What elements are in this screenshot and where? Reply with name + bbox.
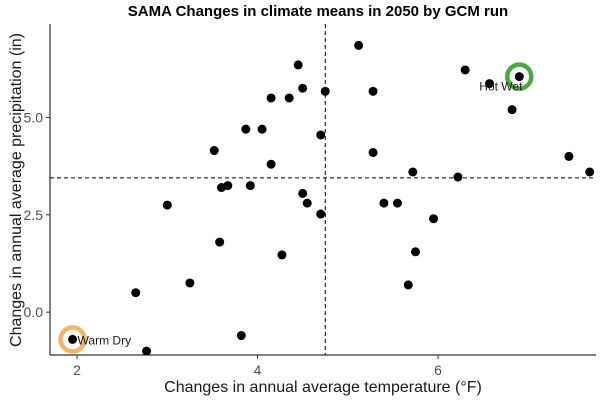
data-point bbox=[453, 172, 463, 182]
data-point bbox=[241, 124, 251, 134]
data-point bbox=[316, 130, 326, 140]
data-point bbox=[485, 79, 495, 89]
data-point bbox=[68, 334, 78, 344]
data-point bbox=[185, 278, 195, 288]
highlight-rings bbox=[58, 62, 534, 354]
data-point bbox=[257, 124, 267, 134]
data-point bbox=[354, 40, 364, 50]
data-point bbox=[392, 198, 402, 208]
data-point bbox=[236, 331, 246, 341]
x-tick-label: 6 bbox=[434, 362, 442, 378]
data-point bbox=[302, 198, 312, 208]
x-axis-ticks: 2 4 6 bbox=[73, 355, 442, 378]
data-point bbox=[507, 105, 517, 115]
data-point bbox=[368, 86, 378, 96]
data-point bbox=[131, 288, 141, 298]
data-point bbox=[266, 159, 276, 169]
highlight-label: Warm Dry bbox=[78, 333, 132, 347]
x-tick-label: 2 bbox=[73, 362, 81, 378]
y-tick-label: 5.0 bbox=[24, 109, 44, 125]
data-point bbox=[564, 151, 574, 161]
data-point bbox=[298, 188, 308, 198]
data-point bbox=[379, 198, 389, 208]
data-point bbox=[514, 72, 524, 82]
chart-title: SAMA Changes in climate means in 2050 by… bbox=[128, 3, 508, 20]
data-point bbox=[320, 86, 330, 96]
data-point bbox=[142, 346, 152, 356]
y-tick-label: 2.5 bbox=[24, 207, 44, 223]
plot-area: 2 4 6 0.0 2.5 5.0 Warm Dry Hot Wet bbox=[24, 24, 596, 378]
data-point bbox=[585, 167, 595, 177]
highlight-ring bbox=[58, 325, 87, 354]
x-axis-label: Changes in annual average temperature (°… bbox=[164, 379, 482, 396]
data-point bbox=[277, 250, 287, 260]
x-tick-label: 4 bbox=[254, 362, 262, 378]
data-point bbox=[460, 65, 470, 75]
data-point bbox=[245, 181, 255, 191]
data-point bbox=[266, 93, 276, 103]
data-point bbox=[408, 167, 418, 177]
highlight-label: Hot Wet bbox=[479, 80, 523, 94]
highlight-ring bbox=[505, 62, 534, 91]
y-axis-ticks: 0.0 2.5 5.0 bbox=[24, 109, 50, 320]
data-point bbox=[293, 60, 303, 70]
highlight-labels: Warm Dry Hot Wet bbox=[78, 80, 524, 348]
y-tick-label: 0.0 bbox=[24, 304, 44, 320]
data-point bbox=[411, 247, 421, 257]
data-point bbox=[223, 181, 233, 191]
data-point bbox=[284, 93, 294, 103]
data-point bbox=[215, 237, 225, 247]
data-points bbox=[68, 40, 595, 356]
y-axis-label: Changes in annual average precipitation … bbox=[8, 33, 25, 347]
data-point bbox=[298, 83, 308, 93]
data-point bbox=[316, 209, 326, 219]
data-point bbox=[368, 148, 378, 158]
data-point bbox=[429, 214, 439, 224]
data-point bbox=[403, 280, 413, 290]
data-point bbox=[162, 200, 172, 210]
data-point bbox=[209, 146, 219, 156]
